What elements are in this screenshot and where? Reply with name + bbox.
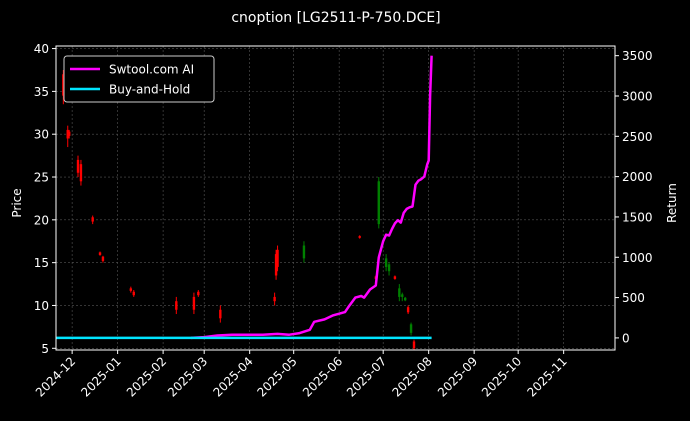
- candle-body: [387, 264, 391, 272]
- candle-body: [412, 341, 416, 349]
- y-left-tick-label: 40: [34, 42, 49, 56]
- candle-body: [219, 309, 222, 319]
- candle-body: [76, 159, 80, 173]
- candle-body: [393, 276, 397, 279]
- y-right-tick-label: 2500: [622, 130, 653, 144]
- y-right-tick-label: 2000: [622, 170, 653, 184]
- candle-body: [66, 129, 69, 139]
- candle-body: [406, 307, 410, 313]
- legend-label-buy-hold: Buy-and-Hold: [109, 83, 190, 97]
- y-right-tick-label: 1000: [622, 251, 653, 265]
- candle-body: [377, 181, 380, 225]
- candle-body: [403, 297, 407, 301]
- strategy-line: [190, 55, 433, 340]
- candle-body: [401, 294, 404, 297]
- y-right-tick-label: 500: [622, 291, 645, 305]
- y-left-tick-label: 30: [34, 128, 49, 142]
- y-left-tick-label: 20: [34, 213, 49, 227]
- candle-body: [273, 296, 276, 302]
- candle-body: [98, 252, 102, 255]
- y-left-tick-label: 10: [34, 299, 49, 313]
- y-axis-label-left: Price: [10, 188, 24, 217]
- y-left-tick-label: 35: [34, 85, 49, 99]
- candle-body: [276, 249, 279, 267]
- candle-body: [101, 256, 105, 261]
- y-axis-label-right: Return: [665, 183, 679, 223]
- candle-body: [62, 74, 65, 96]
- y-right-tick-label: 0: [622, 331, 630, 345]
- y-left-tick-label: 5: [41, 342, 49, 356]
- candle-body: [192, 296, 196, 310]
- candle-body: [79, 164, 83, 182]
- y-left-tick-label: 15: [34, 256, 49, 270]
- candle-body: [91, 217, 94, 222]
- y-right-tick-label: 3000: [622, 89, 653, 103]
- y-right-tick-label: 1500: [622, 210, 653, 224]
- legend-box: [63, 55, 215, 103]
- candle-body: [384, 258, 388, 267]
- candle-body: [197, 291, 200, 296]
- candle-body: [302, 245, 306, 259]
- candle-body: [132, 291, 135, 296]
- candle-body: [68, 131, 71, 136]
- y-right-tick-label: 3500: [622, 49, 653, 63]
- legend: Swtool.com AI Buy-and-Hold: [63, 55, 215, 103]
- legend-label-strategy: Swtool.com AI: [109, 63, 194, 77]
- candle-body: [398, 288, 401, 297]
- candle-body: [358, 236, 361, 238]
- y-left-tick-label: 25: [34, 171, 49, 185]
- candle-body: [409, 324, 413, 333]
- plot-frame: [55, 45, 616, 351]
- candle-body: [175, 301, 178, 310]
- chart-title: cnoption [LG2511-P-750.DCE]: [231, 10, 440, 26]
- candle-body: [129, 288, 133, 291]
- candle-body: [274, 254, 278, 276]
